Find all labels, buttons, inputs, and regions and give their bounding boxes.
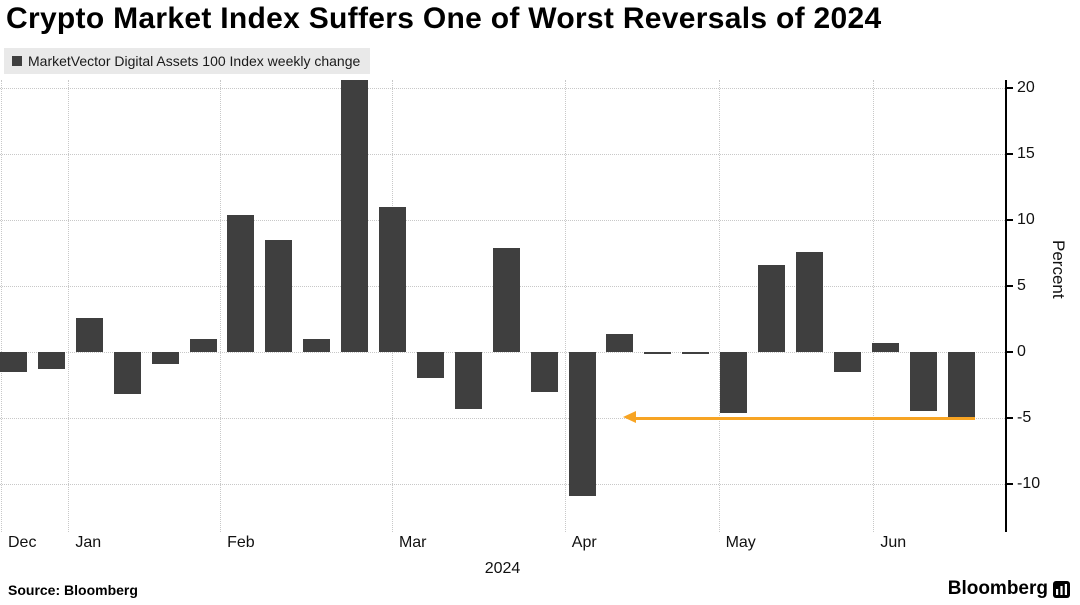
y-axis-line bbox=[1005, 80, 1007, 532]
bar bbox=[492, 247, 520, 352]
x-tick-label: Mar bbox=[398, 534, 427, 551]
x-tick-label: Feb bbox=[227, 534, 255, 551]
y-tick-label: -5 bbox=[1017, 409, 1032, 426]
bar bbox=[909, 352, 937, 412]
x-tick-label: Dec bbox=[8, 534, 37, 551]
y-tick-label: -10 bbox=[1017, 475, 1041, 492]
y-tick-label: 5 bbox=[1017, 277, 1026, 294]
bar bbox=[947, 352, 975, 418]
y-axis-tick bbox=[1005, 351, 1013, 353]
y-tick-label: 0 bbox=[1017, 343, 1026, 360]
y-tick-label: 10 bbox=[1017, 211, 1035, 228]
x-tick-label: Jun bbox=[880, 534, 907, 551]
bar bbox=[37, 352, 65, 370]
bar bbox=[644, 352, 672, 354]
gridline-horizontal bbox=[0, 220, 1005, 221]
y-tick-label: 15 bbox=[1017, 145, 1035, 162]
y-axis-tick bbox=[1005, 87, 1013, 89]
y-axis-tick bbox=[1005, 417, 1013, 419]
bar bbox=[303, 338, 331, 352]
bar bbox=[758, 264, 785, 352]
legend: MarketVector Digital Assets 100 Index we… bbox=[4, 48, 371, 74]
trend-arrow-line bbox=[635, 417, 975, 420]
chart-area: MarketVector Digital Assets 100 Index we… bbox=[0, 44, 1080, 580]
bar bbox=[151, 352, 179, 364]
gridline-horizontal bbox=[0, 88, 1005, 89]
bar bbox=[265, 239, 293, 352]
x-tick-label: Jan bbox=[75, 534, 102, 551]
gridline-vertical bbox=[1, 80, 2, 532]
chart-title: Crypto Market Index Suffers One of Worst… bbox=[6, 2, 882, 35]
y-axis-tick bbox=[1005, 153, 1013, 155]
gridline-vertical bbox=[564, 80, 566, 532]
gridline-horizontal bbox=[0, 418, 1005, 419]
gridline-vertical bbox=[68, 80, 70, 532]
y-tick-label: 20 bbox=[1017, 79, 1035, 96]
legend-swatch-icon bbox=[12, 56, 22, 66]
gridline-vertical bbox=[873, 80, 875, 532]
gridline-vertical bbox=[718, 80, 720, 532]
bar bbox=[341, 80, 369, 352]
bar bbox=[227, 214, 255, 352]
x-tick-label: Apr bbox=[571, 534, 597, 551]
bar bbox=[568, 352, 596, 496]
trend-arrow-head bbox=[623, 411, 637, 423]
legend-label: MarketVector Digital Assets 100 Index we… bbox=[28, 53, 361, 69]
bar bbox=[416, 352, 444, 379]
bloomberg-logo: Bloomberg bbox=[948, 578, 1070, 600]
y-axis-tick bbox=[1005, 285, 1013, 287]
y-axis-tick bbox=[1005, 219, 1013, 221]
gridline-horizontal bbox=[0, 154, 1005, 155]
bar bbox=[795, 251, 823, 352]
gridline-horizontal bbox=[0, 352, 1005, 353]
bar bbox=[75, 317, 103, 352]
bar bbox=[720, 352, 748, 413]
bar bbox=[379, 206, 406, 352]
gridline-vertical bbox=[220, 80, 222, 532]
bar bbox=[189, 338, 217, 352]
bar bbox=[682, 352, 710, 354]
bar bbox=[113, 352, 141, 395]
bar bbox=[454, 352, 482, 409]
source-label: Source: Bloomberg bbox=[8, 582, 138, 598]
bloomberg-wordmark: Bloomberg bbox=[947, 578, 1048, 599]
bar bbox=[606, 333, 634, 352]
bar bbox=[0, 352, 27, 372]
bar bbox=[530, 352, 558, 392]
gridline-horizontal bbox=[0, 484, 1005, 485]
y-axis-title: Percent bbox=[1049, 240, 1068, 299]
y-axis-tick bbox=[1005, 483, 1013, 485]
bar bbox=[871, 342, 899, 352]
x-axis-year-label: 2024 bbox=[484, 560, 521, 577]
bar bbox=[833, 352, 861, 372]
x-tick-label: May bbox=[725, 534, 756, 551]
bloomberg-chart-icon bbox=[1053, 580, 1070, 598]
